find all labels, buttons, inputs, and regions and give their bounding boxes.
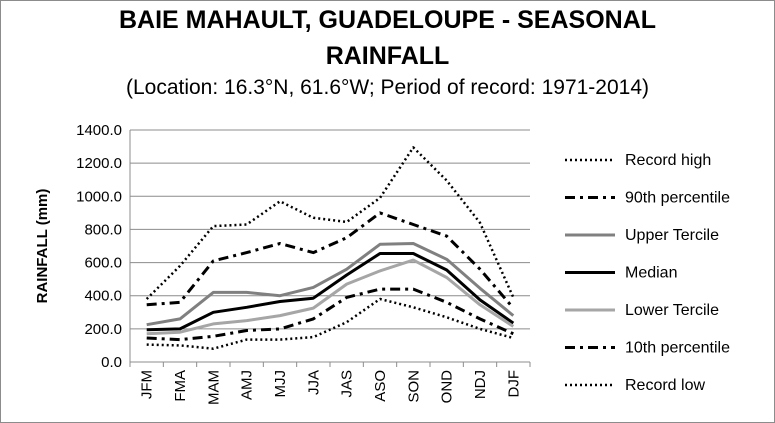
- y-tick-label: 400.0: [84, 288, 122, 305]
- x-tick-label: FMA: [172, 370, 189, 402]
- series-line-median: [146, 252, 515, 332]
- series-line-10th-percentile: [146, 287, 514, 342]
- series-line-record-low: [146, 297, 514, 350]
- y-tick-label: 1200.0: [76, 155, 122, 172]
- axes: 0.0 200.0 400.0 600.0 800.0 1000.0 1200.0 1400.…: [76, 122, 531, 405]
- legend-label-median: Median: [625, 265, 677, 282]
- x-tick-label: SON: [405, 370, 422, 403]
- y-tick-label: 1400.0: [76, 122, 122, 139]
- x-tick-label: OND: [439, 370, 456, 404]
- y-tick-label: 600.0: [84, 255, 122, 272]
- series-line-90th-percentile: [146, 211, 515, 310]
- legend-label-10th-percentile: 10th percentile: [625, 340, 730, 357]
- y-tick-label: 1000.0: [76, 188, 122, 205]
- x-tick-label: ASO: [372, 370, 389, 402]
- series-line-lower-tercile: [146, 258, 515, 336]
- x-tick-label: JAS: [339, 370, 356, 398]
- chart-title-line1: BAIE MAHAULT, GUADELOUPE - SEASONAL: [118, 6, 657, 34]
- legend-label-upper-tercile: Upper Tercile: [625, 227, 719, 244]
- x-tick-label: NDJ: [472, 370, 489, 399]
- legend-label-lower-tercile: Lower Tercile: [625, 302, 719, 319]
- chart-subtitle: (Location: 16.3°N, 61.6°W; Period of rec…: [125, 76, 650, 99]
- y-tick-label: 200.0: [84, 321, 122, 338]
- chart-title-line2: RAINFALL: [325, 42, 450, 70]
- legend: Record high 90th percentile Upper Tercile M…: [565, 152, 730, 394]
- y-tick-label: 800.0: [84, 221, 122, 238]
- legend-label-record-high: Record high: [625, 152, 711, 169]
- y-axis-label: RAINFALL (mm): [34, 189, 51, 304]
- series-line-record-high: [145, 146, 515, 300]
- x-tick-label: DJF: [505, 370, 522, 398]
- y-tick-label: 0.0: [101, 354, 122, 371]
- x-tick-label: JFM: [139, 370, 156, 399]
- series-lines: [145, 146, 515, 350]
- x-tick-label: JJA: [305, 370, 322, 395]
- x-tick-label: MAM: [205, 370, 222, 405]
- x-tick-label: MJJ: [272, 370, 289, 398]
- x-tick-label: AMJ: [239, 370, 256, 400]
- series-line-upper-tercile: [146, 242, 515, 327]
- legend-label-90th-percentile: 90th percentile: [625, 190, 730, 207]
- legend-label-record-low: Record low: [625, 377, 705, 394]
